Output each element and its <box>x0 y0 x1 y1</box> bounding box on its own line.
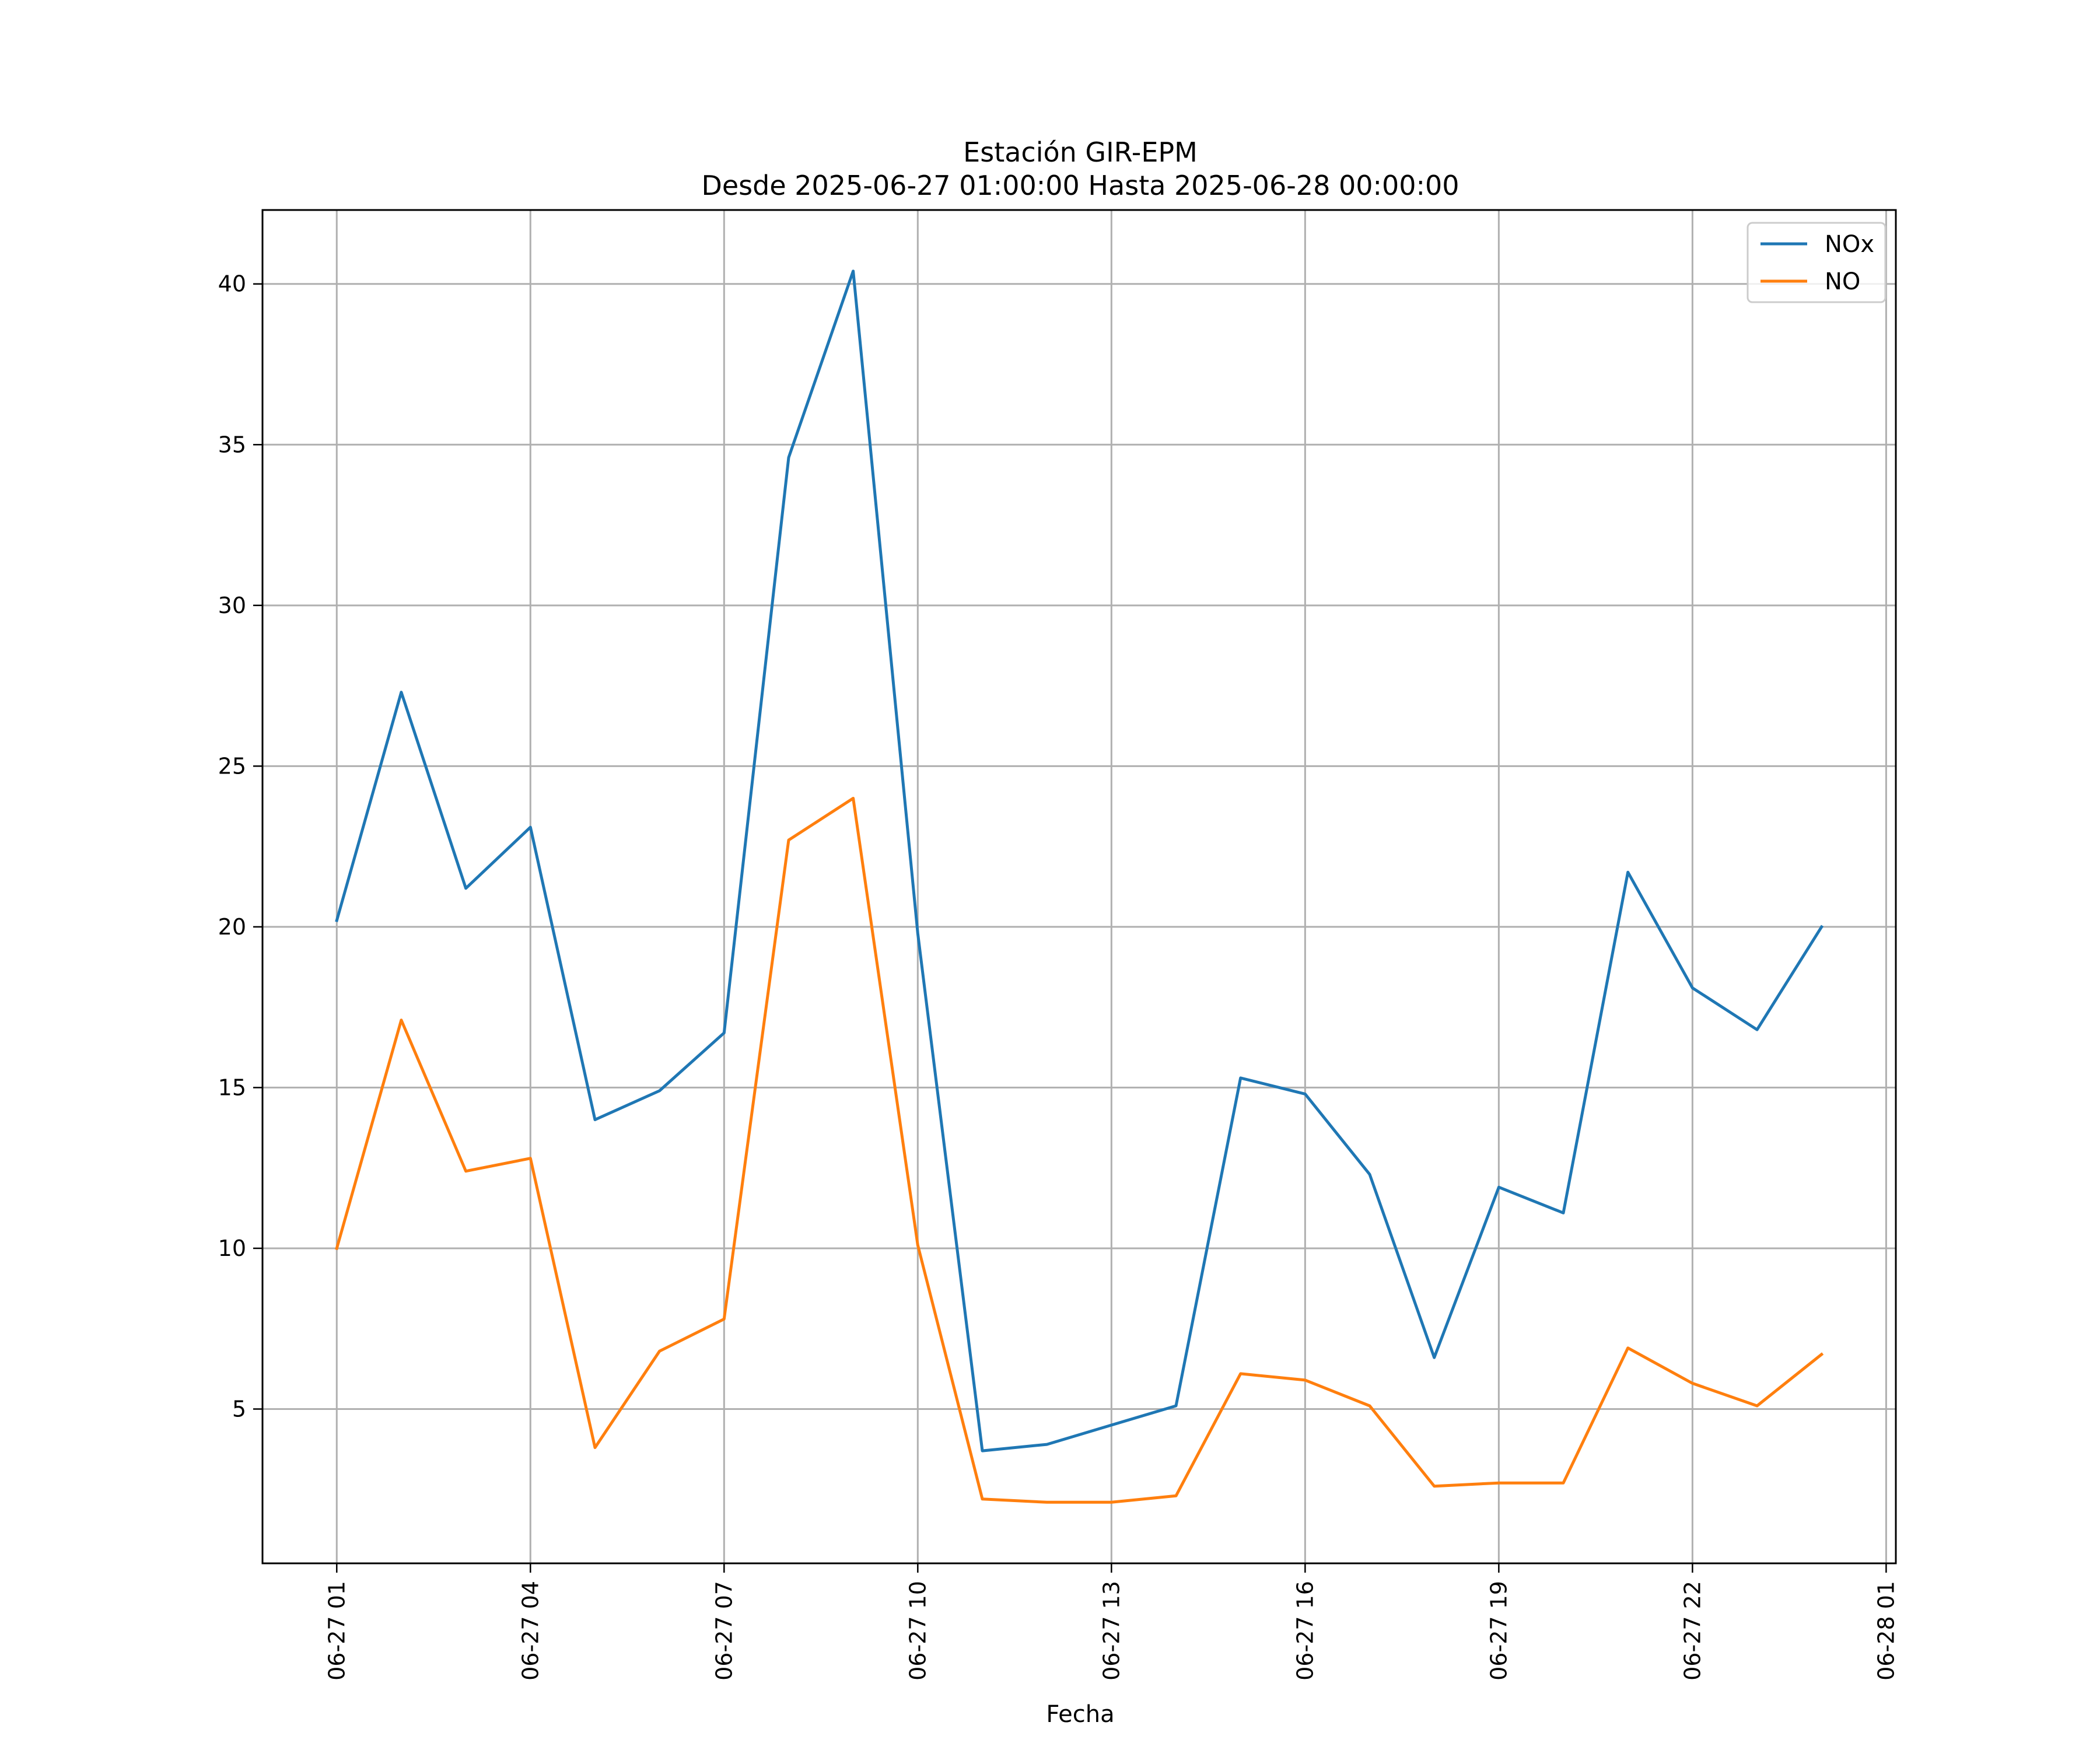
chart-subtitle: Desde 2025-06-27 01:00:00 Hasta 2025-06-… <box>701 170 1459 201</box>
y-tick-label: 20 <box>218 914 246 940</box>
x-tick-label: 06-27 19 <box>1486 1581 1511 1681</box>
y-tick-label: 40 <box>218 271 246 297</box>
x-tick-label: 06-27 10 <box>905 1581 930 1681</box>
y-tick-label: 15 <box>218 1074 246 1100</box>
x-tick-label: 06-27 07 <box>711 1581 737 1681</box>
series-lines <box>335 270 1824 1504</box>
legend-label-nox: NOx <box>1825 231 1874 258</box>
plot-frame <box>261 209 1897 1564</box>
axis-ticks: 06-27 01 06-27 04 06-27 07 06-27 10 06-27 13… <box>218 271 1899 1681</box>
series-line-no <box>335 797 1824 1504</box>
legend-label-no: NO <box>1825 268 1860 295</box>
x-tick-label: 06-27 01 <box>324 1581 349 1681</box>
y-tick-label: 35 <box>218 432 246 457</box>
x-tick-label: 06-27 22 <box>1679 1581 1705 1681</box>
x-tick-label: 06-27 04 <box>517 1581 543 1681</box>
gridlines <box>262 210 1896 1563</box>
x-tick-label: 06-27 13 <box>1098 1581 1124 1681</box>
y-tick-label: 30 <box>218 593 246 618</box>
y-tick-label: 5 <box>232 1396 246 1422</box>
y-tick-label: 10 <box>218 1236 246 1261</box>
x-axis-label: Fecha <box>1046 1701 1114 1728</box>
series-line-nox <box>335 270 1824 1452</box>
chart-title: Estación GIR-EPM <box>963 136 1198 168</box>
y-tick-label: 25 <box>218 753 246 779</box>
legend: NOx NO <box>1746 222 1887 303</box>
x-tick-label: 06-27 16 <box>1292 1581 1318 1681</box>
x-tick-label: 06-28 01 <box>1873 1581 1899 1681</box>
